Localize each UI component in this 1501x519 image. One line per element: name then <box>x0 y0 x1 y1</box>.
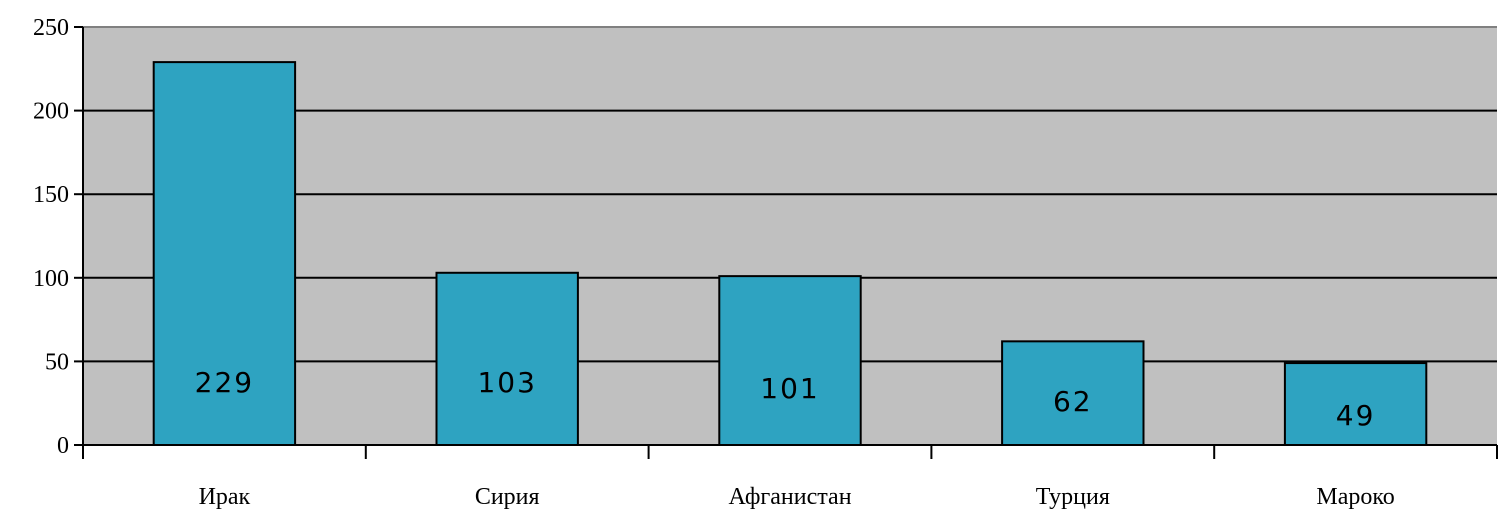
data-labels: 229 103 101 62 49 <box>195 366 1376 432</box>
x-tick-label: Мароко <box>1316 484 1394 510</box>
y-tick-label: 150 <box>33 182 69 208</box>
bar-5 <box>1283 362 1428 446</box>
y-axis-tick-labels: 0 50 100 150 200 250 <box>33 15 69 459</box>
y-tick-label: 200 <box>33 99 69 125</box>
x-tick-label: Турция <box>1036 484 1110 510</box>
bar-4 <box>1001 340 1145 446</box>
x-tick-label: Ирак <box>199 484 251 510</box>
bar-1 <box>152 61 297 446</box>
y-tick-label: 250 <box>33 15 69 41</box>
x-tick-label: Сирия <box>475 484 540 510</box>
y-tick-label: 0 <box>57 433 69 459</box>
x-tick-label: Афганистан <box>728 484 851 510</box>
y-tick-label: 100 <box>33 266 69 292</box>
data-label: 62 <box>1053 385 1093 418</box>
bar-2 <box>435 271 579 446</box>
axes <box>74 26 1498 459</box>
data-label: 101 <box>760 372 819 405</box>
data-label: 49 <box>1336 399 1376 432</box>
y-tick-label: 50 <box>45 349 69 375</box>
bar-3 <box>718 275 862 446</box>
bars <box>152 61 1428 446</box>
data-label: 103 <box>477 366 536 399</box>
x-axis-tick-labels: Ирак Сирия Афганистан Турция Мароко <box>199 484 1395 510</box>
data-label: 229 <box>195 366 254 399</box>
